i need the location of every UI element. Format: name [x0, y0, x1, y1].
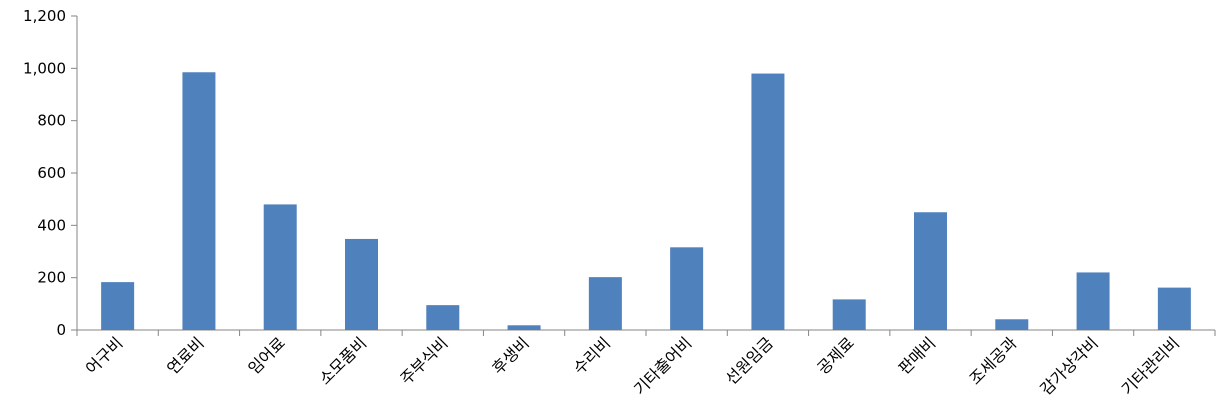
bar	[914, 212, 947, 330]
x-category-label: 후생비	[488, 333, 533, 378]
x-category-label: 주부식비	[397, 333, 452, 388]
bar	[426, 305, 460, 330]
x-category-label: 조세공과	[966, 333, 1021, 388]
bar	[345, 238, 378, 330]
x-category-label: 판매비	[895, 333, 940, 378]
y-tick-label: 1,000	[23, 59, 66, 77]
bar	[263, 204, 297, 330]
bar	[182, 72, 216, 330]
y-tick-label: 200	[37, 269, 66, 287]
x-category-label: 소모품비	[315, 333, 370, 388]
x-category-label: 임어료	[244, 333, 289, 378]
x-axis	[76, 329, 1216, 336]
y-tick-label: 800	[37, 112, 66, 130]
x-category-label: 공제료	[813, 333, 858, 378]
x-category-label: 연료비	[163, 333, 208, 378]
bar	[1076, 272, 1110, 330]
y-tick-label: 400	[37, 216, 66, 234]
x-category-label: 선원임금	[722, 333, 777, 388]
y-tick-label: 0	[56, 321, 66, 339]
y-tick-label: 1,200	[23, 7, 66, 25]
bar	[995, 319, 1029, 330]
bar	[101, 282, 135, 330]
bar	[751, 73, 785, 331]
bar	[588, 277, 622, 330]
bar	[670, 247, 704, 330]
x-category-label: 기타출어비	[630, 333, 695, 398]
y-axis: 0 200 400 600 800 1,000 1,200	[23, 7, 78, 339]
y-tick-label: 600	[37, 164, 66, 182]
x-category-label: 수리비	[570, 333, 615, 378]
bar	[507, 325, 541, 330]
category-labels: 어구비 연료비 임어료 소모품비 주부식비 후생비 수리비 기타출어비 선원임금 공제료 판매비 조세…	[82, 333, 1183, 399]
bars	[101, 72, 1191, 331]
bar	[832, 299, 866, 330]
bar	[1157, 287, 1191, 330]
x-category-label: 감가상각비	[1036, 333, 1101, 398]
x-category-label: 어구비	[82, 333, 127, 378]
x-category-label: 기타관리비	[1118, 333, 1183, 398]
